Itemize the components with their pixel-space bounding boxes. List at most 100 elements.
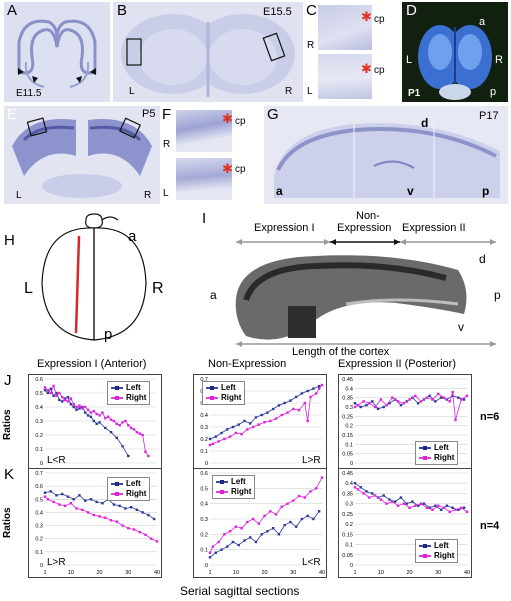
point-right <box>144 450 147 453</box>
x-tick-label: 1 <box>353 570 356 576</box>
point-right <box>69 397 73 400</box>
non-expression-label-1: Non- <box>356 210 380 222</box>
point-left <box>101 502 104 505</box>
point-right <box>373 494 377 497</box>
legend-item-right: Right <box>111 393 146 403</box>
point-right <box>465 510 469 514</box>
point-right <box>141 433 144 437</box>
point-left <box>462 398 466 401</box>
point-right <box>419 502 423 505</box>
point-left <box>95 422 98 425</box>
point-right <box>86 511 90 514</box>
point-left <box>231 425 235 429</box>
brain-dorsal-schematic <box>41 213 147 341</box>
legend-swatch-left <box>111 386 123 390</box>
point-right <box>451 390 454 394</box>
y-tick-label: 0.5 <box>200 486 208 492</box>
point-left <box>121 445 124 448</box>
point-right <box>118 424 121 427</box>
y-tick-label: 0.15 <box>342 433 353 439</box>
point-left <box>283 523 286 527</box>
legend-item-left: Left <box>111 479 146 489</box>
point-right <box>309 490 312 493</box>
cp-label-c-bottom: cp <box>374 65 385 76</box>
point-right <box>89 411 93 414</box>
y-tick-label: 0.7 <box>35 471 43 477</box>
point-left <box>306 514 309 518</box>
sagittal-section-p17 <box>264 106 508 204</box>
point-right <box>223 437 226 441</box>
stage-label-d: P1 <box>408 88 421 99</box>
y-tick-label: 0.25 <box>342 512 353 518</box>
legend-label-right: Right <box>434 551 455 560</box>
point-left <box>254 540 258 544</box>
star-marker-c-top: ✱ <box>361 9 372 24</box>
point-left <box>69 403 73 406</box>
point-right <box>309 395 312 399</box>
point-right <box>144 533 147 536</box>
point-right <box>109 418 113 421</box>
point-right <box>58 503 61 506</box>
point-left <box>141 511 144 514</box>
point-left <box>271 407 275 411</box>
legend-label-left: Left <box>434 443 449 452</box>
axis-label-g-v: v <box>407 184 414 198</box>
y-tick-label: 0.45 <box>342 377 353 383</box>
point-left <box>124 507 127 510</box>
point-left <box>405 502 408 505</box>
legend-swatch-right <box>111 396 123 400</box>
point-left <box>277 533 281 536</box>
side-label-left-e: L <box>16 190 22 201</box>
expression-i-label: Expression I <box>254 222 315 234</box>
star-marker-c-bottom: ✱ <box>361 61 372 76</box>
point-right <box>43 386 47 389</box>
point-right <box>104 516 107 519</box>
cut-line <box>74 235 81 334</box>
y-tick-label: 0 <box>205 563 208 569</box>
point-left <box>135 508 139 511</box>
point-right <box>58 391 61 395</box>
legend: Left Right <box>212 475 256 499</box>
legend: Left Right <box>202 381 246 405</box>
point-left <box>365 403 368 407</box>
side-label-c-l: L <box>307 86 313 97</box>
embryo-section-e11-5 <box>4 2 110 102</box>
point-left <box>353 482 357 485</box>
panel-c: ✱ ✱ C cp cp R L <box>306 2 402 102</box>
y-tick-label: 0.6 <box>35 484 43 490</box>
point-right <box>315 392 318 395</box>
point-right <box>132 428 136 431</box>
point-right <box>234 431 238 435</box>
point-right <box>115 422 118 425</box>
star-marker-f-bottom: ✱ <box>222 161 233 176</box>
point-left <box>462 506 466 509</box>
point-right <box>303 496 306 499</box>
stage-label-b: E15.5 <box>263 6 292 18</box>
point-left <box>254 416 258 419</box>
panel-f-top-crop <box>176 110 232 152</box>
brain-section-p5 <box>4 106 160 204</box>
y-tick-label: 0.6 <box>200 471 208 477</box>
point-right <box>448 510 451 514</box>
point-right <box>129 426 133 430</box>
legend-swatch-left <box>419 446 431 450</box>
point-right <box>402 402 406 405</box>
point-right <box>115 520 118 523</box>
panel-e-image: E P5 L R <box>4 106 160 204</box>
point-right <box>269 419 272 423</box>
point-right <box>442 396 446 399</box>
point-left <box>78 407 81 410</box>
point-left <box>306 389 309 393</box>
point-right <box>234 525 238 528</box>
y-tick-label: 0.2 <box>345 424 353 430</box>
y-tick-label: 0.05 <box>342 553 353 559</box>
x-tick-label: 1 <box>208 570 211 576</box>
panel-letter-h: H <box>4 232 15 249</box>
y-tick-label: 0.3 <box>345 405 353 411</box>
point-right <box>396 400 400 403</box>
point-left <box>260 533 263 536</box>
axis-label-d-p: p <box>490 86 497 98</box>
legend-label-right: Right <box>434 453 455 462</box>
y-tick-label: 0.35 <box>342 396 353 402</box>
